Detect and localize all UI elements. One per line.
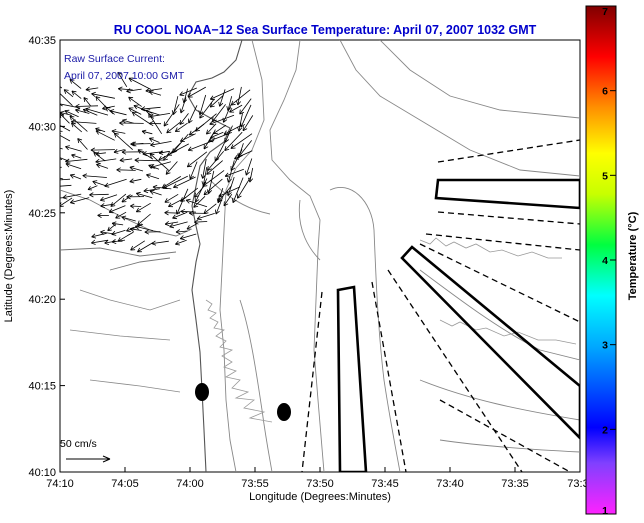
current-vector-head [51, 175, 55, 179]
current-vector [41, 142, 63, 149]
x-tick-label: 74:05 [111, 478, 139, 490]
current-vector-head [53, 184, 57, 188]
buoy-marker-2 [277, 403, 291, 421]
x-tick-label: 74:00 [176, 478, 204, 490]
x-axis-label: Longitude (Degrees:Minutes) [249, 491, 391, 503]
x-tick-label: 73:3 [567, 478, 588, 490]
colorbar-tick-label: 6 [602, 86, 608, 98]
y-tick-label: 40:30 [28, 121, 56, 133]
current-vector [131, 144, 151, 145]
current-vector-head [48, 178, 52, 182]
current-vector [42, 93, 63, 106]
colorbar-tick-label: 5 [602, 170, 608, 182]
x-tick-label: 73:35 [501, 478, 529, 490]
current-vector [46, 186, 60, 193]
buoy-marker-1 [195, 383, 209, 401]
current-vector-head [49, 110, 54, 114]
x-tick-label: 73:50 [306, 478, 334, 490]
current-vector-head [42, 93, 47, 97]
x-tick-label: 73:55 [241, 478, 269, 490]
colorbar-tick-label: 7 [602, 6, 608, 18]
current-vector-head [50, 154, 55, 158]
colorbar-tick-label: 2 [602, 424, 608, 436]
current-vector-head [51, 80, 56, 84]
current-vector-head [51, 196, 55, 200]
current-vector-head [41, 141, 46, 145]
current-vector-head [54, 88, 58, 92]
x-tick-label: 73:45 [371, 478, 399, 490]
colorbar-tick-label: 4 [602, 255, 608, 267]
colorbar-tick-label: 3 [602, 340, 608, 352]
current-vector [38, 166, 62, 167]
scale-vector-label: 50 cm/s [60, 438, 97, 450]
colorbar-tick-label: 1 [602, 505, 608, 517]
current-vector-head [36, 146, 40, 150]
chart-title: RU COOL NOAA−12 Sea Surface Temperature:… [114, 23, 537, 37]
current-vector-head [38, 164, 42, 168]
annotation-line-2: April 07, 2007 10:00 GMT [64, 70, 185, 82]
x-tick-label: 74:10 [46, 478, 74, 490]
current-vector-head [46, 189, 51, 193]
y-tick-label: 40:25 [28, 208, 56, 220]
colorbar-label: Temperature (°C) [627, 211, 639, 300]
y-tick-label: 40:20 [28, 294, 56, 306]
y-axis-label: Latitude (Degrees:Minutes) [3, 190, 15, 323]
current-vector [130, 206, 141, 207]
y-tick-label: 40:15 [28, 381, 56, 393]
y-tick-label: 40:35 [28, 35, 56, 47]
current-vector-head [46, 152, 51, 156]
current-vector [91, 150, 115, 151]
annotation-line-1: Raw Surface Current: [64, 53, 165, 65]
x-tick-label: 73:40 [436, 478, 464, 490]
current-vector [36, 142, 61, 149]
